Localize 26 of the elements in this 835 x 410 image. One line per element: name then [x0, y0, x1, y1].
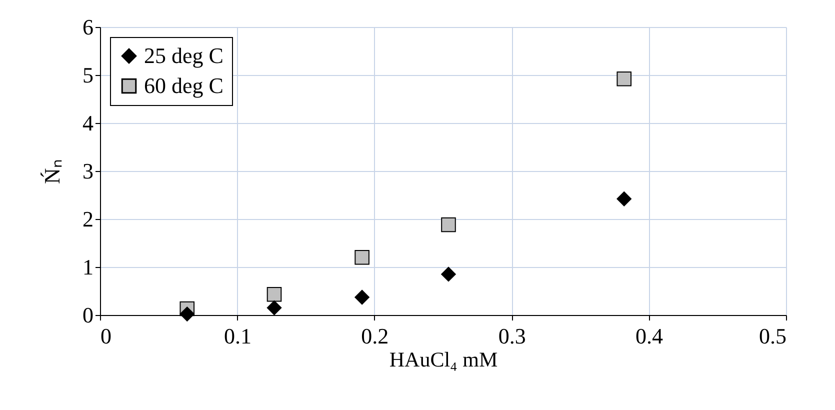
x-axis-title: HAuCl₄ mM	[389, 348, 498, 372]
y-axis-title: Ńₙ	[40, 159, 64, 184]
y-tick-label: 2	[82, 206, 94, 232]
point	[616, 191, 632, 206]
x-tick-label: 0.4	[636, 324, 664, 348]
legend-label: 60 deg C	[144, 73, 224, 98]
legend-label: 25 deg C	[144, 43, 224, 68]
point	[441, 217, 456, 232]
y-tick-label: 6	[82, 14, 94, 40]
y-tick-label: 0	[82, 302, 94, 328]
point	[354, 250, 370, 265]
y-tick-label: 4	[82, 110, 94, 136]
point	[616, 71, 632, 86]
point	[266, 286, 282, 302]
x-tick-label: 0.1	[224, 324, 252, 348]
y-tick-label: 3	[82, 158, 94, 184]
x-tick-label: 0.3	[498, 324, 526, 348]
point	[354, 290, 370, 305]
point	[180, 306, 195, 322]
point	[441, 266, 456, 282]
y-tick-label: 1	[82, 254, 94, 280]
point	[266, 300, 282, 316]
y-tick-label: 5	[82, 62, 94, 88]
x-tick-label: 0	[100, 324, 112, 348]
x-tick-label: 0.2	[361, 324, 389, 348]
x-tick-label: 0.5	[759, 324, 786, 348]
